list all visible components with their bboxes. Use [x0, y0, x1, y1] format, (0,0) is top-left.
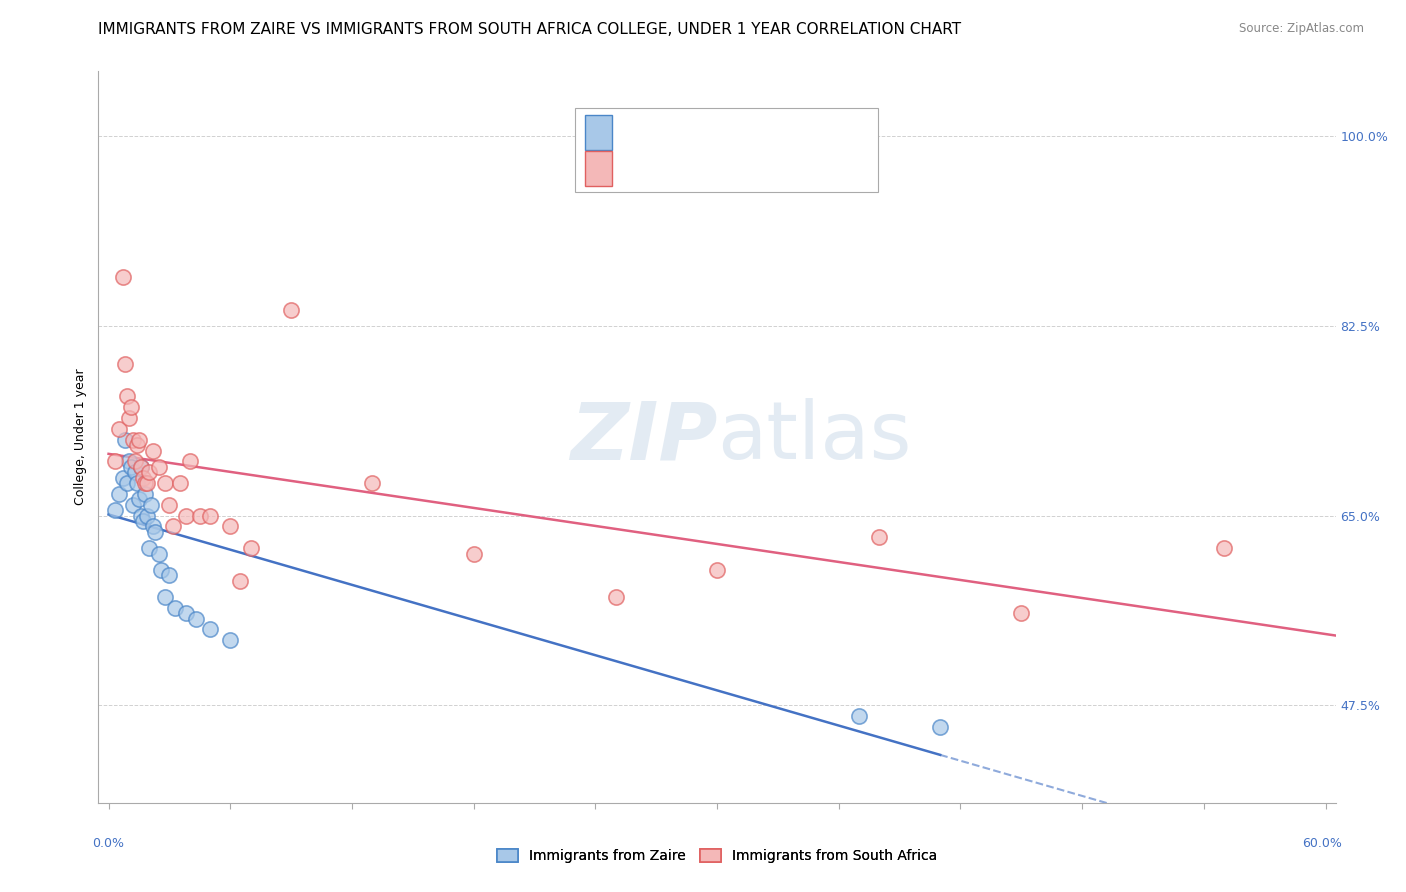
- Point: [848, 709, 870, 723]
- Point: [148, 547, 170, 561]
- Point: [132, 514, 155, 528]
- Text: ZIP: ZIP: [569, 398, 717, 476]
- Point: [118, 454, 141, 468]
- Point: [162, 519, 184, 533]
- Point: [198, 623, 221, 637]
- Text: N =: N =: [754, 124, 790, 142]
- Point: [138, 541, 160, 556]
- Point: [463, 547, 485, 561]
- Point: [219, 633, 242, 648]
- Point: [165, 600, 187, 615]
- Point: [174, 606, 197, 620]
- Point: [128, 433, 150, 447]
- Point: [1213, 541, 1236, 556]
- Point: [138, 465, 160, 479]
- Point: [107, 487, 129, 501]
- Point: [129, 459, 152, 474]
- Point: [198, 508, 221, 523]
- Point: [280, 302, 302, 317]
- Point: [155, 476, 177, 491]
- Point: [136, 508, 159, 523]
- Point: [104, 503, 127, 517]
- Point: [142, 443, 165, 458]
- Legend: Immigrants from Zaire, Immigrants from South Africa: Immigrants from Zaire, Immigrants from S…: [492, 844, 942, 869]
- Point: [1010, 606, 1032, 620]
- Text: IMMIGRANTS FROM ZAIRE VS IMMIGRANTS FROM SOUTH AFRICA COLLEGE, UNDER 1 YEAR CORR: IMMIGRANTS FROM ZAIRE VS IMMIGRANTS FROM…: [98, 22, 962, 37]
- Point: [157, 568, 180, 582]
- Point: [141, 498, 163, 512]
- Point: [128, 492, 150, 507]
- Point: [120, 459, 142, 474]
- Point: [184, 611, 207, 625]
- Point: [118, 411, 141, 425]
- Point: [157, 498, 180, 512]
- Point: [114, 357, 136, 371]
- Point: [229, 574, 252, 588]
- Text: -0.493: -0.493: [666, 124, 720, 142]
- Point: [143, 524, 166, 539]
- Point: [142, 519, 165, 533]
- Text: 0.0%: 0.0%: [93, 837, 124, 850]
- Point: [129, 508, 152, 523]
- Point: [188, 508, 211, 523]
- Text: R =: R =: [619, 124, 655, 142]
- FancyBboxPatch shape: [585, 115, 612, 151]
- FancyBboxPatch shape: [585, 151, 612, 186]
- Y-axis label: College, Under 1 year: College, Under 1 year: [75, 368, 87, 506]
- Point: [929, 720, 952, 734]
- Point: [605, 590, 627, 604]
- Point: [132, 471, 155, 485]
- Point: [150, 563, 173, 577]
- Point: [706, 563, 728, 577]
- Point: [125, 438, 148, 452]
- Point: [868, 530, 890, 544]
- Point: [124, 465, 146, 479]
- Point: [104, 454, 127, 468]
- Point: [111, 270, 134, 285]
- Point: [179, 454, 201, 468]
- Point: [122, 433, 145, 447]
- Text: N =: N =: [754, 160, 790, 178]
- Text: 37: 37: [799, 160, 820, 178]
- Point: [115, 476, 138, 491]
- Point: [111, 471, 134, 485]
- Point: [239, 541, 262, 556]
- Point: [107, 422, 129, 436]
- Text: Source: ZipAtlas.com: Source: ZipAtlas.com: [1239, 22, 1364, 36]
- Point: [134, 476, 156, 491]
- Text: 31: 31: [799, 124, 820, 142]
- Point: [115, 389, 138, 403]
- Point: [120, 401, 142, 415]
- FancyBboxPatch shape: [575, 108, 877, 192]
- Point: [155, 590, 177, 604]
- Text: 0.031: 0.031: [666, 160, 714, 178]
- Point: [148, 459, 170, 474]
- Point: [134, 487, 156, 501]
- Point: [129, 459, 152, 474]
- Point: [125, 476, 148, 491]
- Point: [114, 433, 136, 447]
- Point: [361, 476, 384, 491]
- Point: [219, 519, 242, 533]
- Text: R =: R =: [619, 160, 661, 178]
- Text: 60.0%: 60.0%: [1302, 837, 1341, 850]
- Point: [169, 476, 191, 491]
- Point: [122, 498, 145, 512]
- Point: [174, 508, 197, 523]
- Text: atlas: atlas: [717, 398, 911, 476]
- Point: [124, 454, 146, 468]
- Point: [136, 476, 159, 491]
